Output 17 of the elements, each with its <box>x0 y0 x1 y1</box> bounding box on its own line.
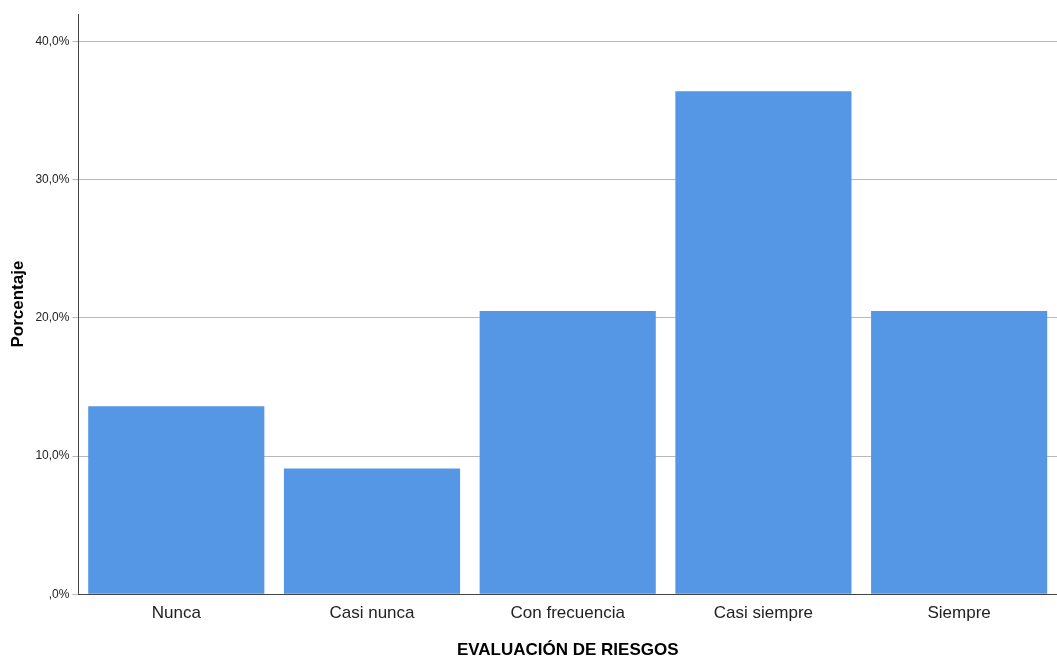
bar <box>88 406 265 594</box>
y-tick-label: 40,0% <box>35 33 70 48</box>
y-tick-label: 20,0% <box>35 310 70 325</box>
bar <box>871 311 1048 594</box>
y-tick-label: 30,0% <box>35 172 70 187</box>
y-tick-label: 10,0% <box>35 448 70 463</box>
x-tick-label: Nunca <box>151 603 202 623</box>
x-axis-title: EVALUACIÓN DE RIESGOS <box>456 640 679 660</box>
y-tick-label: ,0% <box>48 586 70 601</box>
y-axis-title: Porcentaje <box>7 260 27 348</box>
bar <box>675 91 852 594</box>
x-tick-label: Con frecuencia <box>510 603 626 623</box>
x-tick-label: Siempre <box>927 603 991 623</box>
bar <box>479 311 656 594</box>
bar <box>283 468 461 594</box>
x-tick-label: Casi nunca <box>329 603 416 623</box>
x-tick-label: Casi siempre <box>713 603 814 623</box>
